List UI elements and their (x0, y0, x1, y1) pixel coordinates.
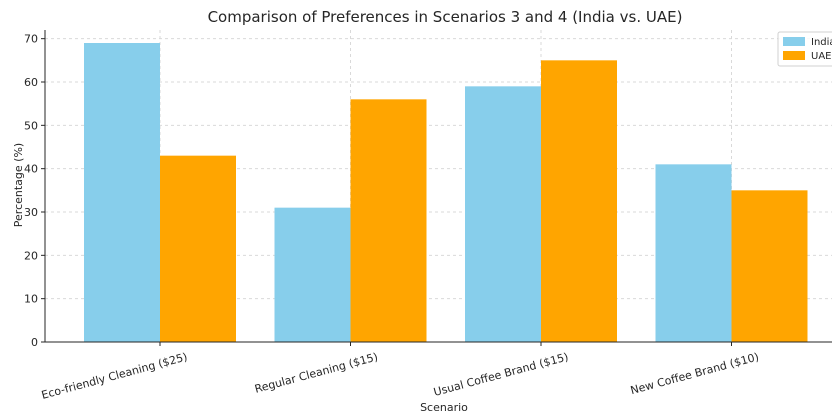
bars-group (84, 43, 808, 342)
chart-title: Comparison of Preferences in Scenarios 3… (208, 8, 683, 26)
y-axis-label: Percentage (%) (12, 143, 25, 227)
y-tick-label: 50 (24, 119, 38, 132)
y-tick-label: 20 (24, 249, 38, 262)
bar-india-2 (465, 86, 541, 342)
bar-uae-2 (541, 60, 617, 342)
bar-india-3 (655, 164, 732, 342)
bar-uae-3 (731, 190, 808, 342)
bar-india-1 (274, 207, 351, 342)
x-tick-label: New Coffee Brand ($10) (629, 350, 760, 397)
legend-label-india: India (811, 37, 832, 48)
x-tick-label: Eco-friendly Cleaning ($25) (40, 350, 189, 401)
y-tick-label: 70 (24, 33, 38, 46)
legend-swatch-uae (783, 51, 805, 60)
x-axis-label: Scenario (420, 401, 468, 414)
y-tick-label: 40 (24, 163, 38, 176)
legend-label-uae: UAE (811, 51, 831, 62)
x-tick-label: Regular Cleaning ($15) (253, 350, 379, 395)
y-ticks: 0 10 20 30 40 50 60 70 (24, 33, 45, 349)
bar-india-0 (84, 43, 160, 342)
legend-swatch-india (783, 37, 805, 46)
y-tick-label: 0 (31, 336, 38, 349)
x-tick-label: Usual Coffee Brand ($15) (432, 350, 570, 399)
y-tick-label: 60 (24, 76, 38, 89)
bar-uae-0 (160, 155, 236, 342)
y-tick-label: 10 (24, 293, 38, 306)
bar-uae-1 (350, 99, 427, 342)
x-ticks: Eco-friendly Cleaning ($25) Regular Clean… (40, 342, 760, 402)
y-tick-label: 30 (24, 206, 38, 219)
legend: India UAE (777, 31, 832, 67)
